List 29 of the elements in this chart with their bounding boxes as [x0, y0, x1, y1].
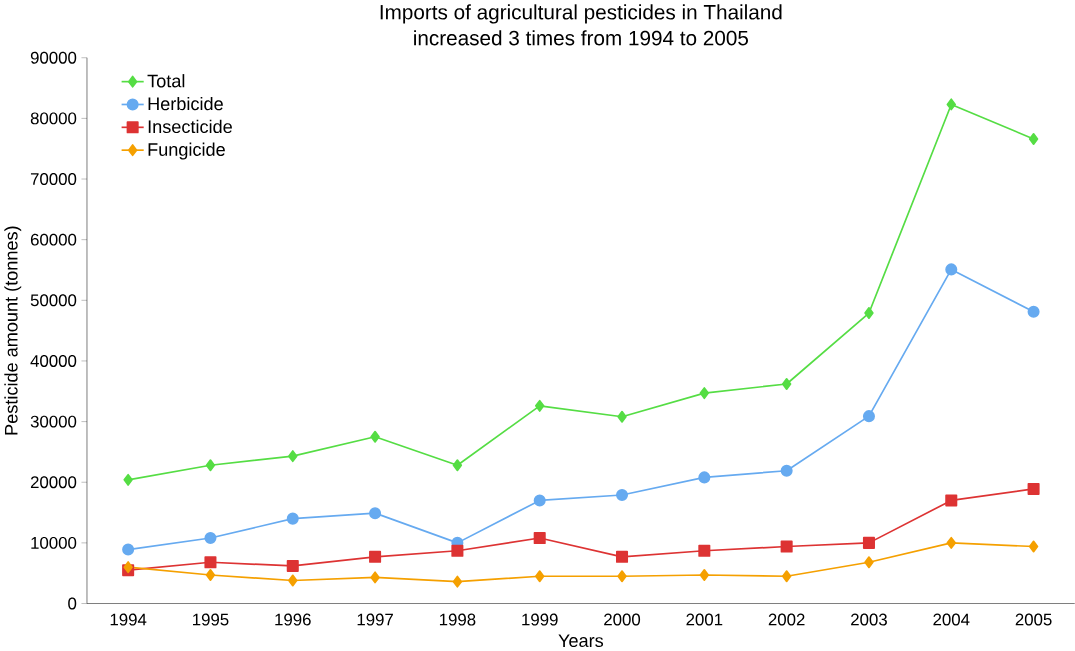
- x-tick-label: 1998: [439, 613, 476, 626]
- x-tick-label: 2005: [1015, 613, 1052, 626]
- y-tick-label: 0: [68, 597, 77, 610]
- x-tick-label: 1997: [357, 613, 393, 626]
- x-tick-label: 1996: [275, 613, 311, 626]
- y-tick-label: 80000: [30, 112, 77, 125]
- y-axis-title: Pesticide amount (tonnes): [4, 226, 22, 435]
- x-axis-title: Years: [558, 634, 604, 647]
- y-tick-label: 70000: [30, 172, 77, 185]
- x-tick-label: 2001: [686, 613, 723, 626]
- legend-label: Total: [147, 73, 185, 88]
- legend-label: Herbicide: [148, 96, 223, 111]
- y-tick-label: 30000: [30, 415, 77, 428]
- x-tick-label: 2002: [768, 613, 805, 626]
- x-tick-label: 2003: [851, 613, 887, 626]
- legend-label: Fungicide: [148, 142, 225, 160]
- y-tick-label: 90000: [30, 51, 77, 64]
- x-tick-label: 1995: [193, 613, 229, 626]
- chart-title: Imports of agricultural pesticides in Thailand increased 3 times from 1994 to 2005: [380, 4, 782, 46]
- x-tick-label: 1999: [522, 613, 558, 626]
- y-tick-label: 20000: [30, 476, 77, 488]
- x-tick-label: 2000: [604, 613, 641, 626]
- y-tick-label: 60000: [30, 233, 77, 246]
- legend-label: Insecticide: [148, 119, 232, 133]
- y-tick-label: 10000: [31, 536, 77, 549]
- y-tick-label: 40000: [30, 354, 77, 367]
- y-tick-label: 50000: [30, 294, 77, 307]
- x-tick-label: 1994: [110, 613, 147, 626]
- x-tick-label: 2004: [933, 613, 970, 626]
